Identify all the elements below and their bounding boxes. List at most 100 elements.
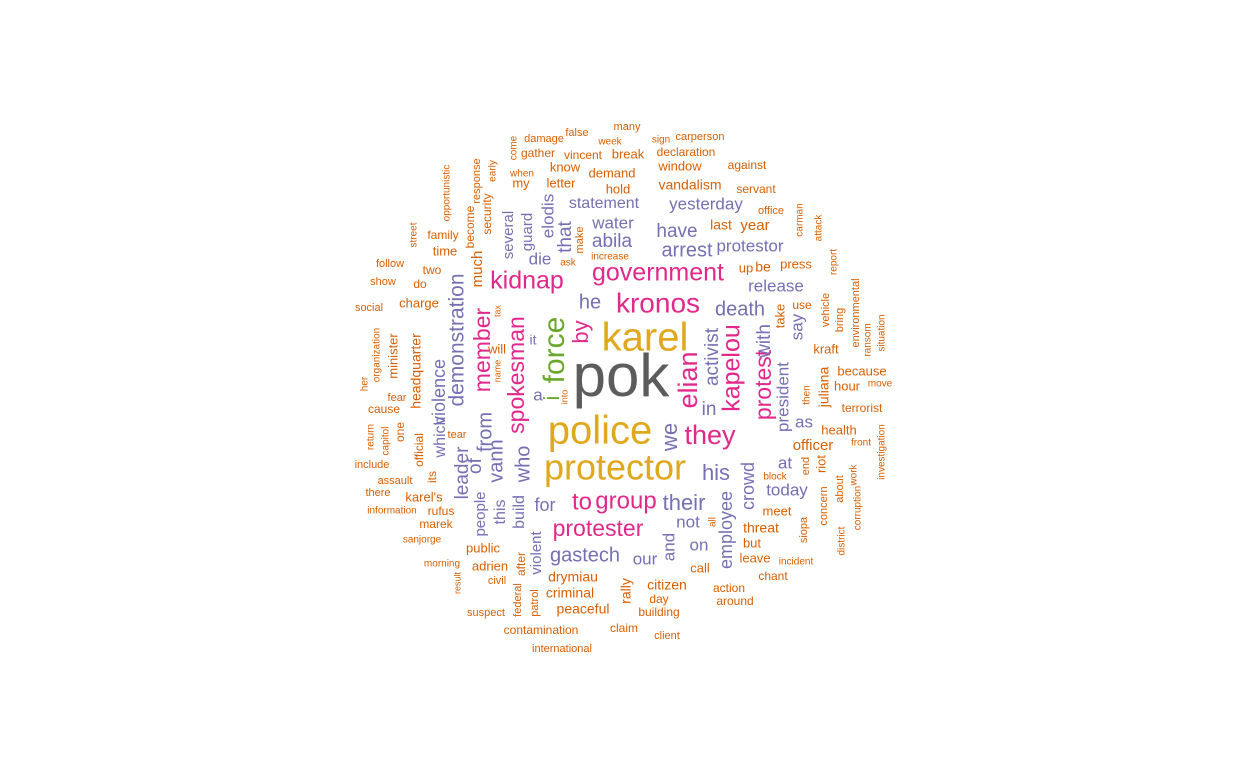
word: follow bbox=[376, 258, 404, 270]
word: assault bbox=[378, 475, 413, 487]
word: become bbox=[463, 205, 477, 248]
word: leave bbox=[739, 550, 770, 565]
word: statement bbox=[569, 195, 640, 212]
word: family bbox=[427, 228, 458, 242]
word: release bbox=[748, 276, 804, 295]
word: he bbox=[579, 291, 601, 313]
word: come bbox=[509, 135, 520, 160]
word: officer bbox=[793, 437, 834, 454]
word: contamination bbox=[504, 623, 579, 637]
word: use bbox=[792, 298, 812, 312]
word: report bbox=[829, 249, 840, 275]
word: break bbox=[612, 146, 645, 161]
word: of bbox=[465, 457, 486, 474]
word: to bbox=[572, 488, 592, 515]
word: two bbox=[423, 263, 442, 277]
word: damage bbox=[524, 133, 564, 145]
word: and bbox=[659, 533, 678, 561]
word: vandalism bbox=[658, 177, 721, 193]
word: client bbox=[654, 630, 680, 642]
word: say bbox=[787, 313, 806, 340]
word: result bbox=[452, 572, 462, 595]
word: street bbox=[409, 222, 420, 247]
word: drymiau bbox=[548, 569, 598, 585]
word: by bbox=[568, 320, 593, 343]
word: vann bbox=[485, 439, 507, 482]
word: a bbox=[533, 385, 543, 404]
word: call bbox=[690, 560, 710, 575]
word: leader bbox=[452, 446, 473, 499]
word: i bbox=[539, 396, 564, 401]
word: organization bbox=[372, 328, 383, 382]
word: kapelou bbox=[718, 324, 746, 412]
word: move bbox=[868, 379, 893, 390]
word: because bbox=[837, 363, 886, 378]
word: charge bbox=[399, 295, 439, 310]
word: include bbox=[355, 459, 390, 471]
word: civil bbox=[488, 575, 506, 587]
word: water bbox=[591, 213, 634, 232]
word: health bbox=[821, 422, 856, 437]
word: adrien bbox=[472, 558, 508, 573]
word: take bbox=[772, 304, 787, 329]
word: juliana bbox=[816, 367, 832, 409]
word: they bbox=[684, 420, 736, 450]
word: terrorist bbox=[842, 401, 883, 415]
word: last bbox=[710, 217, 732, 233]
word: cause bbox=[368, 402, 400, 416]
word: fear bbox=[388, 392, 407, 404]
word: morning bbox=[424, 559, 460, 570]
word: return bbox=[366, 424, 377, 450]
word: patrol bbox=[529, 589, 541, 617]
word: sign bbox=[652, 135, 670, 146]
word: when bbox=[509, 169, 534, 180]
word: in bbox=[702, 399, 717, 420]
word: people bbox=[472, 491, 489, 536]
word: front bbox=[851, 438, 871, 449]
word: peaceful bbox=[557, 601, 610, 617]
word: official bbox=[412, 433, 426, 467]
word: make bbox=[574, 227, 586, 254]
word: press bbox=[780, 256, 812, 271]
word: its bbox=[425, 471, 439, 483]
word: threat bbox=[743, 520, 779, 536]
word: death bbox=[715, 298, 765, 320]
word: show bbox=[370, 276, 396, 288]
word: hour bbox=[834, 378, 861, 393]
word: chant bbox=[758, 569, 788, 583]
word: citizen bbox=[647, 577, 687, 593]
word: gather bbox=[521, 146, 555, 160]
word: protector bbox=[544, 447, 686, 488]
word: karel's bbox=[405, 489, 443, 504]
word: much bbox=[469, 251, 486, 288]
word: situation bbox=[877, 314, 888, 351]
word: be bbox=[755, 259, 771, 275]
word: their bbox=[663, 490, 706, 515]
word: president bbox=[773, 362, 792, 432]
word: yesterday bbox=[669, 194, 743, 213]
word: guard bbox=[519, 213, 536, 251]
word: that bbox=[555, 220, 576, 252]
word: false bbox=[565, 127, 588, 139]
word: carperson bbox=[676, 131, 725, 143]
word: week bbox=[597, 137, 622, 148]
word: will bbox=[487, 341, 506, 356]
word: environmental bbox=[850, 278, 862, 347]
word: his bbox=[702, 460, 730, 485]
word: criminal bbox=[546, 585, 594, 601]
word: meet bbox=[763, 503, 792, 518]
word: concern bbox=[818, 486, 830, 525]
word: from bbox=[474, 412, 496, 452]
word: it bbox=[530, 332, 537, 348]
word: action bbox=[713, 581, 745, 595]
word: letter bbox=[547, 175, 577, 190]
word: year bbox=[740, 217, 769, 234]
word: then bbox=[802, 385, 813, 404]
word: vehicle bbox=[820, 293, 832, 327]
word: arrest bbox=[661, 239, 713, 261]
word: suspect bbox=[467, 607, 505, 619]
word: my bbox=[512, 175, 530, 190]
word: but bbox=[743, 535, 761, 550]
word: early bbox=[488, 160, 499, 182]
word: which bbox=[432, 417, 449, 459]
